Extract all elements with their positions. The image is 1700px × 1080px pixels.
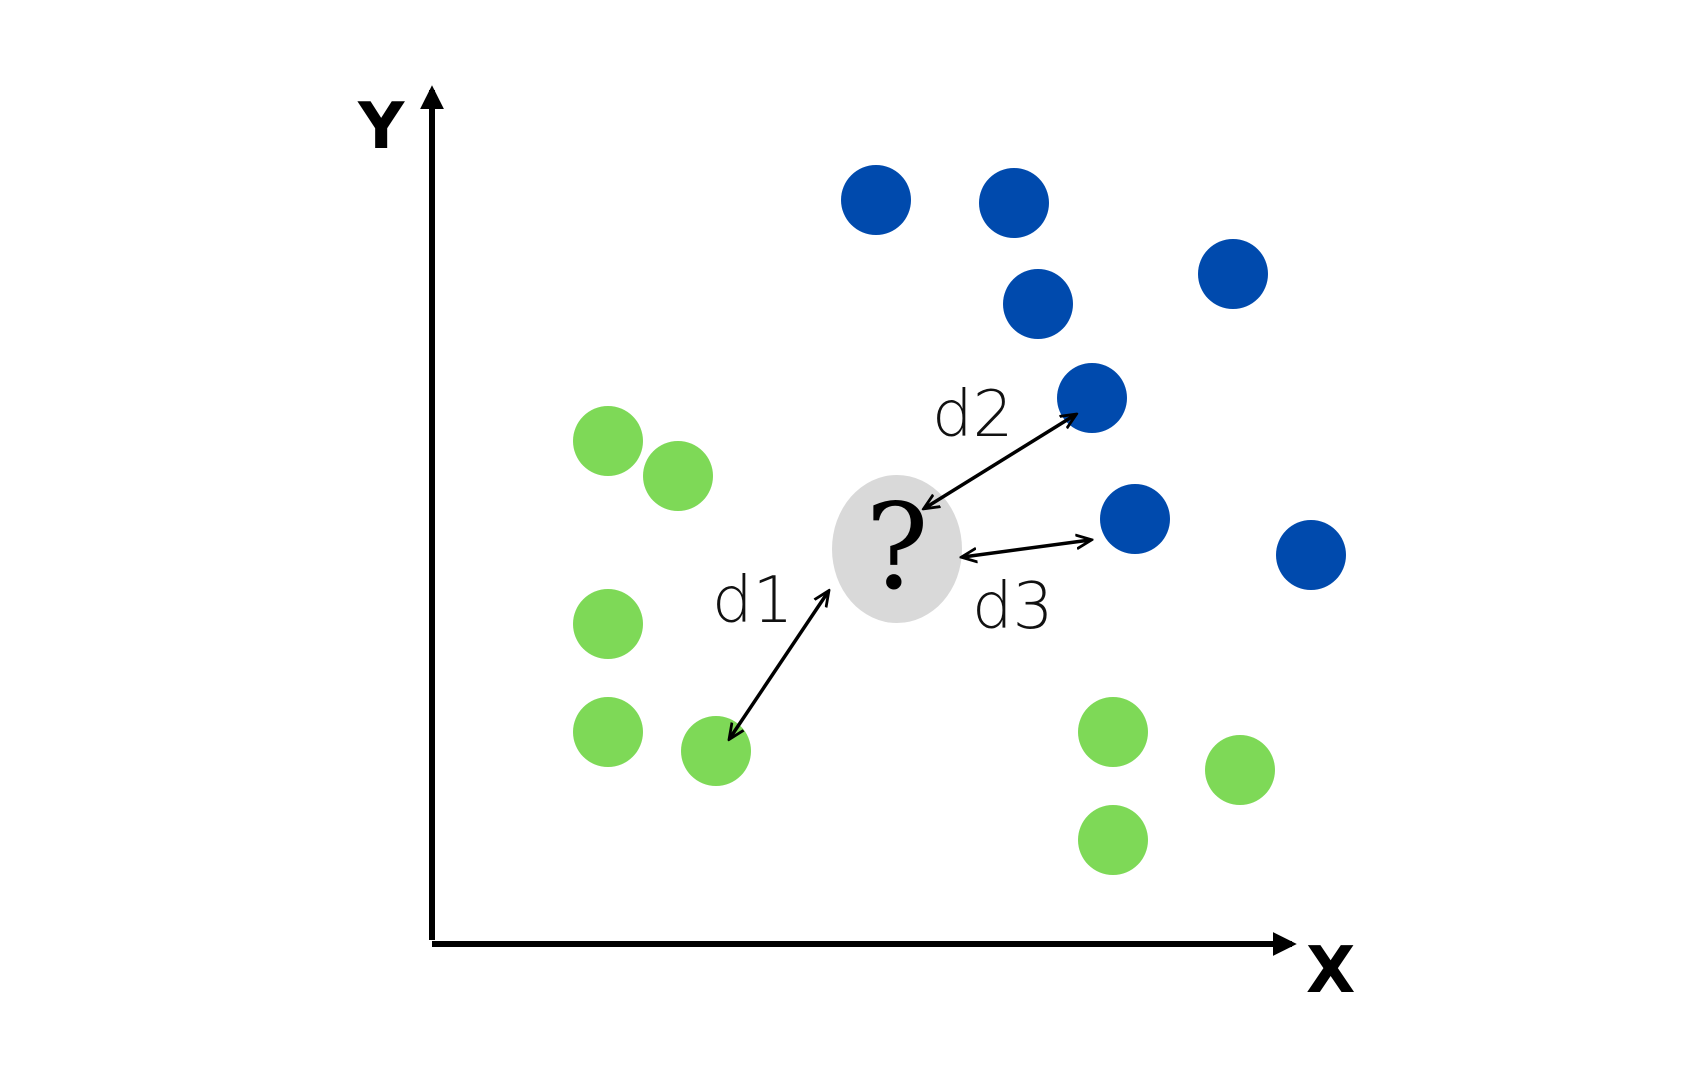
query-ellipse	[832, 475, 962, 623]
blue-point	[1057, 363, 1127, 433]
green-point	[573, 406, 643, 476]
d1-arrow	[730, 592, 828, 738]
d1-label: d1	[712, 564, 793, 638]
blue-points	[841, 165, 1346, 590]
green-point	[1205, 735, 1275, 805]
d2-label: d2	[932, 378, 1013, 452]
query-point: ?	[832, 475, 962, 623]
y-axis-label: Y	[357, 90, 405, 164]
blue-point	[1100, 484, 1170, 554]
green-points	[573, 406, 1275, 875]
blue-point	[1003, 269, 1073, 339]
blue-point	[979, 168, 1049, 238]
blue-point	[1198, 239, 1268, 309]
green-point	[1078, 805, 1148, 875]
green-point	[681, 716, 751, 786]
green-point	[573, 589, 643, 659]
question-mark-icon: ?	[865, 478, 928, 616]
green-point	[643, 441, 713, 511]
blue-point	[1276, 520, 1346, 590]
d2-arrow	[925, 415, 1075, 508]
green-point	[1078, 697, 1148, 767]
d3-arrow	[963, 540, 1090, 557]
x-axis-label: X	[1306, 934, 1355, 1008]
d3-label: d3	[972, 570, 1053, 644]
green-point	[573, 697, 643, 767]
blue-point	[841, 165, 911, 235]
